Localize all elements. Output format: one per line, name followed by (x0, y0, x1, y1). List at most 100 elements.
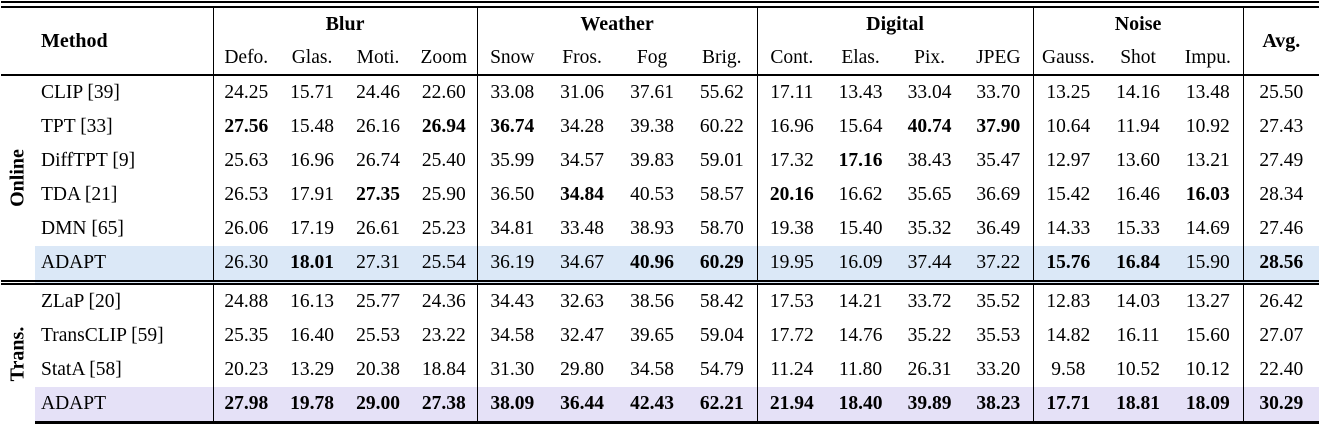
metric-cell: 16.13 (279, 280, 346, 319)
metric-cell: 25.77 (345, 280, 412, 319)
method-column-header: Method (1, 1, 214, 75)
metric-cell: 13.60 (1116, 150, 1161, 171)
metric-cell: 27.31 (356, 252, 400, 273)
metric-cell: 35.52 (964, 280, 1034, 319)
metric-cell: 14.69 (1185, 218, 1230, 239)
metric-cell: 16.40 (290, 325, 334, 346)
metric-cell: 29.00 (345, 387, 412, 424)
metric-cell: 40.53 (630, 184, 674, 205)
metric-cell: 11.24 (756, 353, 827, 387)
metric-cell: 22.60 (411, 74, 478, 110)
table-row: DiffTPT [9] 25.63 16.96 26.74 25.40 35.99 34.5… (1, 144, 1320, 178)
metric-cell: 19.95 (756, 246, 827, 283)
metric-cell: 12.97 (1032, 144, 1104, 178)
method-cell: TPT [33] (41, 116, 113, 137)
metric-cell: 39.38 (630, 116, 674, 137)
metric-cell: 25.63 (212, 144, 280, 178)
metric-cell: 16.03 (1185, 184, 1230, 205)
method-cell: DiffTPT [9] (41, 150, 136, 171)
metric-cell: 40.74 (907, 116, 952, 137)
table-row: Trans. ZLaP [20] 24.88 16.13 25.77 24.36 34.43… (1, 280, 1320, 423)
group-header-noise: Noise (1032, 1, 1244, 41)
metric-cell: 35.47 (976, 150, 1021, 171)
metric-cell: 34.58 (630, 359, 674, 380)
metric-cell: 39.83 (630, 150, 674, 171)
metric-cell: 60.29 (699, 252, 744, 273)
metric-cell: 37.90 (976, 116, 1021, 137)
metric-cell: 24.36 (411, 280, 478, 319)
metric-cell: 17.72 (756, 319, 827, 353)
metric-cell: 58.42 (687, 280, 758, 319)
method-cell: StatA [58] (41, 359, 122, 380)
group-header-weather: Weather (476, 1, 758, 41)
table-row: StatA [58] 20.23 13.29 20.38 18.84 31.30 29.80… (1, 353, 1320, 387)
metric-cell: 20.38 (356, 359, 400, 380)
metric-cell: 25.23 (421, 218, 466, 239)
metric-cell: 21.94 (756, 387, 827, 424)
method-cell: DMN [65] (41, 218, 124, 239)
metric-cell: 34.43 (476, 280, 548, 319)
section-label: Trans. (6, 326, 29, 382)
metric-cell: 16.46 (1116, 184, 1161, 205)
metric-cell: 26.61 (356, 218, 400, 239)
metric-cell: 29.80 (560, 359, 604, 380)
metric-cell: 26.42 (1242, 280, 1320, 319)
metric-cell: 31.30 (476, 353, 548, 387)
metric-cell: 25.50 (1242, 74, 1320, 110)
method-cell: TransCLIP [59] (41, 325, 164, 346)
metric-cell: 25.54 (421, 252, 466, 273)
metric-cell: 25.53 (356, 325, 400, 346)
metric-cell: 20.16 (756, 178, 827, 212)
metric-cell: 13.27 (1173, 280, 1244, 319)
metric-cell: 35.65 (907, 184, 952, 205)
metric-cell: 15.48 (290, 116, 334, 137)
column-header-jpeg: JPEG (976, 46, 1021, 68)
metric-cell: 55.62 (687, 74, 758, 110)
metric-cell: 36.50 (476, 178, 548, 212)
results-table: Method Blur Weather Digital Noise Avg. D… (1, 1, 1320, 424)
metric-cell: 27.38 (411, 387, 478, 424)
metric-cell: 13.29 (290, 359, 334, 380)
metric-cell: 10.12 (1185, 359, 1230, 380)
column-header-fros: Fros. (562, 46, 602, 68)
metric-cell: 17.91 (290, 184, 334, 205)
metric-cell: 12.83 (1032, 280, 1104, 319)
metric-cell: 24.88 (212, 280, 280, 319)
metric-cell: 34.57 (560, 150, 604, 171)
metric-cell: 33.70 (964, 74, 1034, 110)
metric-cell: 14.16 (1103, 74, 1174, 110)
metric-cell: 36.49 (976, 218, 1021, 239)
metric-cell: 15.64 (838, 116, 883, 137)
metric-cell: 16.96 (290, 150, 334, 171)
metric-cell: 54.79 (699, 359, 744, 380)
metric-cell: 14.82 (1032, 319, 1104, 353)
table-row: DMN [65] 26.06 17.19 26.61 25.23 34.81 33.48 38… (1, 212, 1320, 246)
metric-cell: 58.57 (699, 184, 744, 205)
metric-cell: 36.44 (547, 387, 618, 424)
column-header-shot: Shot (1120, 46, 1156, 68)
metric-cell: 28.56 (1242, 246, 1320, 283)
metric-cell: 37.22 (976, 252, 1021, 273)
metric-cell: 34.84 (560, 184, 604, 205)
metric-cell: 33.08 (476, 74, 548, 110)
metric-cell: 31.06 (547, 74, 618, 110)
column-header-fog: Fog (636, 46, 668, 68)
metric-cell: 59.04 (699, 325, 744, 346)
metric-cell: 26.31 (907, 359, 952, 380)
column-header-glas: Glas. (291, 46, 333, 68)
metric-cell: 38.09 (476, 387, 548, 424)
metric-cell: 26.06 (212, 212, 280, 246)
metric-cell: 27.98 (212, 387, 280, 424)
method-cell: ZLaP [20] (35, 280, 214, 319)
metric-cell: 34.28 (560, 116, 604, 137)
table-row: TPT [33] 27.56 15.48 26.16 26.94 36.74 34.28 39… (1, 110, 1320, 144)
metric-cell: 17.53 (756, 280, 827, 319)
column-header-cont: Cont. (756, 41, 827, 75)
column-header-zoom: Zoom (420, 46, 468, 68)
method-cell: ADAPT (35, 387, 214, 424)
metric-cell: 37.61 (617, 74, 688, 110)
metric-cell: 15.90 (1185, 252, 1230, 273)
metric-cell: 24.25 (212, 74, 280, 110)
metric-cell: 34.81 (476, 212, 548, 246)
